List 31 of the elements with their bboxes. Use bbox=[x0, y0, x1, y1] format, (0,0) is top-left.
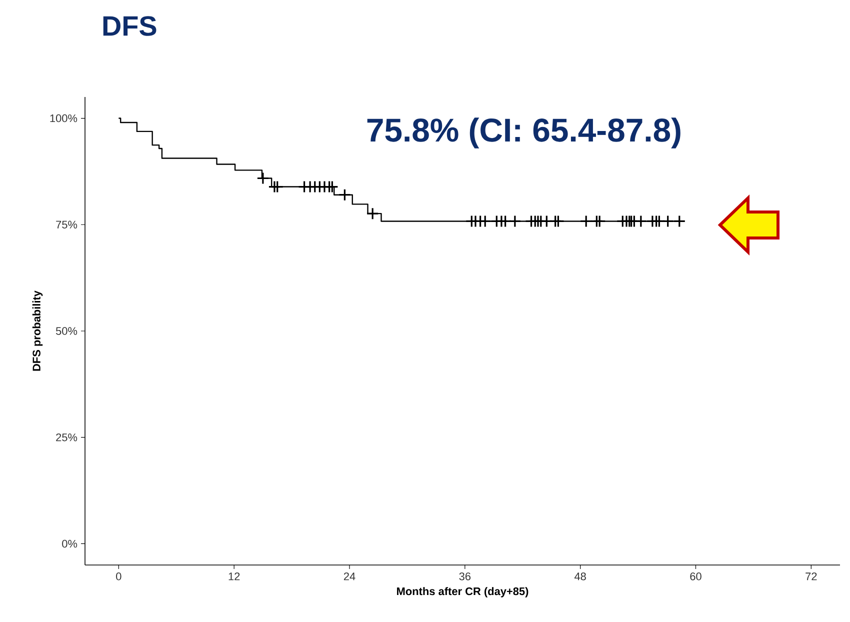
x-tick-label: 24 bbox=[344, 572, 356, 580]
point bbox=[662, 214, 674, 228]
x-tick-label: 12 bbox=[228, 572, 240, 580]
x-tick-label: 36 bbox=[459, 572, 471, 580]
point bbox=[508, 214, 522, 228]
y-tick-label: 0% bbox=[62, 540, 78, 548]
point bbox=[366, 207, 379, 220]
y-tick-label: 75% bbox=[56, 220, 78, 228]
point bbox=[634, 214, 648, 228]
y-axis-title: DFS probability bbox=[32, 290, 43, 371]
point bbox=[271, 180, 284, 194]
point bbox=[580, 214, 592, 228]
x-tick-label: 72 bbox=[806, 572, 817, 580]
point bbox=[326, 180, 338, 194]
y-tick-label: 50% bbox=[56, 327, 78, 335]
point bbox=[593, 214, 606, 228]
point bbox=[499, 214, 512, 228]
point bbox=[652, 214, 666, 228]
point bbox=[256, 172, 270, 185]
x-tick-label: 60 bbox=[690, 572, 702, 580]
point bbox=[673, 214, 686, 228]
y-tick-label: 25% bbox=[56, 433, 78, 442]
point bbox=[540, 214, 553, 228]
x-tick-label: 48 bbox=[574, 572, 586, 580]
point bbox=[552, 214, 565, 228]
annotation: 75.8% (CI: 65.4-87.8) bbox=[367, 118, 680, 148]
x-axis-title: Months after CR (day+85) bbox=[397, 587, 528, 598]
x-tick-label: 0 bbox=[116, 572, 122, 580]
y-tick-label: 100% bbox=[50, 114, 78, 122]
chart-title: DFS bbox=[103, 16, 156, 36]
point bbox=[338, 188, 351, 202]
